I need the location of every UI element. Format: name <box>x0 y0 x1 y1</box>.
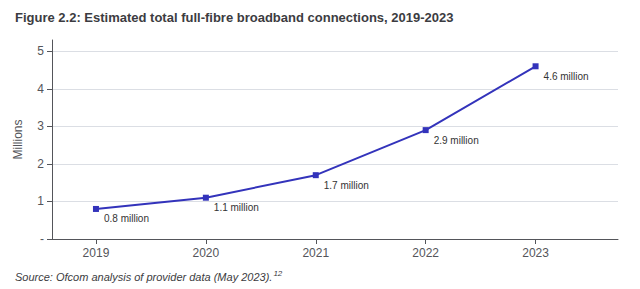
svg-text:Source: Ofcom analysis of prov: Source: Ofcom analysis of provider data … <box>15 271 272 283</box>
svg-text:5: 5 <box>37 44 44 58</box>
svg-text:2019: 2019 <box>83 246 110 260</box>
svg-text:2: 2 <box>37 157 44 171</box>
svg-text:0.8 million: 0.8 million <box>104 213 149 224</box>
svg-text:4.6 million: 4.6 million <box>544 71 589 82</box>
svg-text:2.9 million: 2.9 million <box>434 135 479 146</box>
svg-text:2022: 2022 <box>412 246 439 260</box>
svg-text:12: 12 <box>273 269 282 278</box>
svg-text:2021: 2021 <box>302 246 329 260</box>
svg-text:4: 4 <box>37 82 44 96</box>
svg-text:1.1 million: 1.1 million <box>214 202 259 213</box>
svg-text:1: 1 <box>37 194 44 208</box>
svg-text:Millions: Millions <box>11 119 25 159</box>
svg-text:Figure 2.2: Estimated total fu: Figure 2.2: Estimated total full-fibre b… <box>15 10 453 25</box>
svg-text:1.7 million: 1.7 million <box>324 180 369 191</box>
svg-text:-: - <box>40 232 44 246</box>
svg-text:3: 3 <box>37 119 44 133</box>
svg-text:2020: 2020 <box>193 246 220 260</box>
svg-text:2023: 2023 <box>522 246 549 260</box>
